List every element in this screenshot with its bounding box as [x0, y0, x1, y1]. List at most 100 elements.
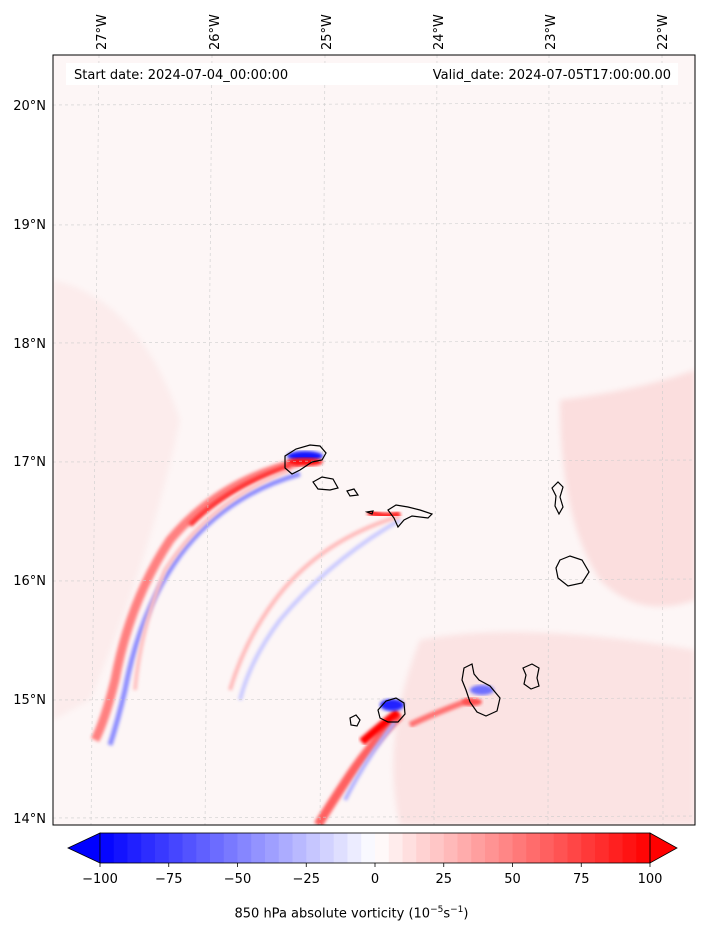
- colorbar-step: [512, 833, 527, 863]
- colorbar-tick-label: −25: [293, 872, 320, 887]
- red-wake-fogo-core: [359, 708, 401, 746]
- colorbar-step: [540, 833, 555, 863]
- colorbar-step: [278, 833, 293, 863]
- blue-band-sao-nicolau: [238, 518, 401, 701]
- colorbar-step: [402, 833, 417, 863]
- colorbar-step: [100, 833, 115, 863]
- island-sao-nicolau: [387, 504, 434, 529]
- lon-label: 27°W: [95, 14, 110, 50]
- lon-label: 23°W: [544, 14, 559, 50]
- colorbar-step: [457, 833, 472, 863]
- latitude-labels: 20°N 19°N 18°N 17°N 16°N 15°N 14°N: [13, 99, 46, 827]
- colorbar-step: [168, 833, 183, 863]
- colorbar-tick-label: −50: [224, 872, 251, 887]
- colorbar-step: [306, 833, 321, 863]
- colorbar-step: [553, 833, 568, 863]
- lon-label: 25°W: [320, 14, 335, 50]
- colorbar-step: [430, 833, 445, 863]
- colorbar-step: [485, 833, 500, 863]
- colorbar-step: [155, 833, 170, 863]
- lon-label: 26°W: [208, 14, 223, 50]
- red-band-secondary: [133, 468, 291, 691]
- island-maio: [522, 663, 540, 690]
- colorbar-step: [182, 833, 197, 863]
- colorbar-step: [416, 833, 431, 863]
- island-santiago: [461, 663, 501, 717]
- colorbar-step: [636, 833, 651, 863]
- lat-label: 15°N: [13, 693, 46, 708]
- island-santo-antao: [284, 444, 327, 475]
- colorbar-step: [375, 833, 390, 863]
- colorbar-step: [608, 833, 623, 863]
- colorbar-extend-low: [67, 832, 101, 864]
- colorbar-step: [388, 833, 403, 863]
- pink-patch-east: [560, 370, 695, 607]
- colorbar-step: [113, 833, 128, 863]
- colorbar-step: [567, 833, 582, 863]
- header-box: [66, 63, 678, 85]
- colorbar-tick-label: −75: [155, 872, 182, 887]
- colorbar-step: [127, 833, 142, 863]
- colorbar-extend-high: [649, 832, 678, 864]
- colorbar-tick-label: −100: [82, 872, 118, 887]
- colorbar-steps: [100, 833, 651, 863]
- island-boa-vista: [555, 555, 590, 587]
- colorbar-step: [265, 833, 280, 863]
- colorbar-step: [347, 833, 362, 863]
- colorbar-ticks: −100 −75 −50 −25 0 25 50 75 100: [82, 863, 662, 887]
- start-date-label: Start date: 2024-07-04_00:00:00: [74, 68, 288, 83]
- colorbar-step: [622, 833, 637, 863]
- island-coastlines: [284, 444, 590, 727]
- lat-label: 20°N: [13, 99, 46, 114]
- colorbar-step: [333, 833, 348, 863]
- pink-patch-south: [393, 632, 695, 825]
- island-santa-luzia: [346, 488, 360, 497]
- pink-patch-west: [53, 280, 180, 720]
- gridlines: [53, 55, 695, 825]
- colorbar-step: [498, 833, 513, 863]
- colorbar-step: [223, 833, 238, 863]
- lat-label: 18°N: [13, 337, 46, 352]
- blue-core-santo-antao: [287, 451, 323, 461]
- colorbar-step: [292, 833, 307, 863]
- colorbar-step: [320, 833, 335, 863]
- colorbar-step: [196, 833, 211, 863]
- valid-date-label: Valid_date: 2024-07-05T17:00:00.00: [433, 68, 671, 83]
- colorbar-step: [595, 833, 610, 863]
- colorbar-step: [361, 833, 376, 863]
- red-core-santo-antao: [287, 458, 323, 466]
- lat-label: 19°N: [13, 218, 46, 233]
- map-panel: Start date: 2024-07-04_00:00:00 Valid_da…: [13, 14, 696, 827]
- lon-label: 22°W: [656, 14, 671, 50]
- colorbar-label: 850 hPa absolute vorticity (10−5s−1): [234, 905, 469, 922]
- red-band-sao-nicolau: [228, 514, 401, 691]
- red-wake-fogo: [314, 711, 404, 825]
- lat-label: 17°N: [13, 455, 46, 470]
- island-sao-vicente: [312, 476, 339, 491]
- colorbar-step: [210, 833, 225, 863]
- blue-core-fogo: [380, 699, 404, 711]
- island-sal: [551, 481, 564, 516]
- lon-label: 24°W: [432, 14, 447, 50]
- colorbar-step: [443, 833, 458, 863]
- longitude-labels: 27°W 26°W 25°W 24°W 23°W 22°W: [95, 14, 671, 50]
- red-band-core: [188, 463, 291, 527]
- map-frame: [52, 54, 696, 826]
- colorbar-tick-label: 100: [638, 872, 663, 887]
- blue-wake-fogo: [343, 720, 397, 801]
- colorbar-tick-label: 25: [435, 872, 452, 887]
- colorbar-step: [526, 833, 541, 863]
- colorbar-step: [251, 833, 266, 863]
- island-fogo: [377, 697, 406, 723]
- red-band-santo-antao: [90, 457, 301, 743]
- colorbar: −100 −75 −50 −25 0 25 50 75 100: [67, 832, 678, 887]
- red-core-santiago: [462, 698, 482, 706]
- colorbar-tick-label: 50: [504, 872, 521, 887]
- island-brava: [349, 714, 361, 727]
- island-raso: [364, 510, 374, 515]
- lat-label: 14°N: [13, 812, 46, 827]
- vorticity-field: [53, 280, 695, 825]
- blue-core-santiago: [470, 685, 494, 695]
- colorbar-step: [581, 833, 596, 863]
